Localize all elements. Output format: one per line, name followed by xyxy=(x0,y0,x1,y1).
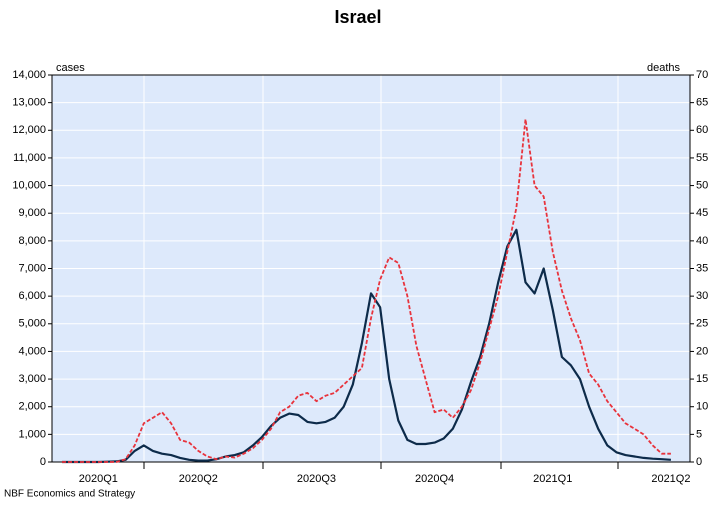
y2-tick-label: 0 xyxy=(696,456,702,468)
y2-tick-label: 25 xyxy=(696,318,708,330)
y-tick-label: 13,000 xyxy=(12,97,46,109)
y2-tick-label: 40 xyxy=(696,235,708,247)
y-tick-label: 14,000 xyxy=(12,69,46,81)
series-line xyxy=(62,228,671,464)
x-tick-label: 2020Q4 xyxy=(415,473,454,485)
quarter-ticks xyxy=(143,462,619,469)
y2-axis-label: deaths xyxy=(647,62,681,74)
y-tick-label: 9,000 xyxy=(18,207,46,219)
y2-tick-label: 30 xyxy=(696,290,708,302)
plot-frame xyxy=(51,74,691,463)
y2-tick-label: 5 xyxy=(696,428,702,440)
y2-tick-label: 50 xyxy=(696,179,708,191)
y2-tick-label: 20 xyxy=(696,345,708,357)
x-tick-label: 2020Q2 xyxy=(179,473,218,485)
y2-tick-label: 35 xyxy=(696,262,708,274)
y-tick-label: 10,000 xyxy=(12,179,46,191)
y-tick-label: 3,000 xyxy=(18,373,46,385)
y2-tick-label: 15 xyxy=(696,373,708,385)
y-tick-label: 1,000 xyxy=(18,428,46,440)
series-line xyxy=(62,118,671,463)
y-tick-label: 8,000 xyxy=(18,235,46,247)
y2-tick-label: 60 xyxy=(696,124,708,136)
y-tick-label: 11,000 xyxy=(13,152,46,164)
y-tick-label: 4,000 xyxy=(18,345,46,357)
chart-title: Israel xyxy=(334,7,381,27)
y2-tick-label: 45 xyxy=(696,207,708,219)
y2-tick-label: 55 xyxy=(696,152,708,164)
x-tick-label: 2021Q1 xyxy=(533,473,572,485)
y-tick-label: 6,000 xyxy=(18,290,46,302)
x-tick-label: 2021Q2 xyxy=(651,473,690,485)
y2-tick-label: 70 xyxy=(696,69,708,81)
y-tick-label: 5,000 xyxy=(18,318,46,330)
y2-tick-label: 65 xyxy=(696,97,708,109)
source-note: NBF Economics and Strategy xyxy=(4,489,135,500)
y-tick-label: 2,000 xyxy=(18,401,46,413)
y-tick-label: 12,000 xyxy=(12,124,46,136)
y2-tick-label: 10 xyxy=(696,401,708,413)
y-axis-label: cases xyxy=(56,62,85,74)
y-tick-label: 7,000 xyxy=(18,262,46,274)
x-tick-label: 2020Q3 xyxy=(297,473,336,485)
x-tick-label: 2020Q1 xyxy=(79,473,118,485)
y-tick-label: 0 xyxy=(40,456,46,468)
